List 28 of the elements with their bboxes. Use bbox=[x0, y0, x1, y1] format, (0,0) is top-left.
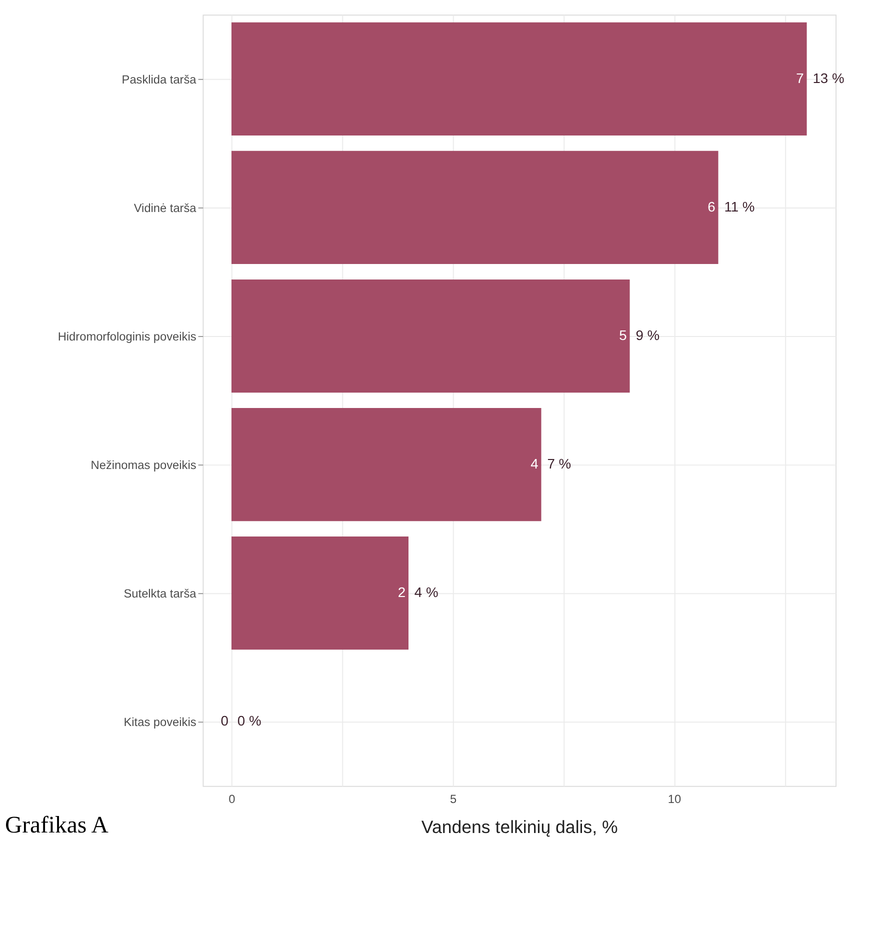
annotation: 0 bbox=[220, 712, 229, 729]
data-label: 11 % bbox=[724, 198, 755, 214]
text: Grafikas A bbox=[4, 812, 108, 838]
y-tick-label: Pasklida tarša bbox=[122, 72, 197, 86]
annotation: 7 bbox=[796, 70, 804, 86]
bar bbox=[231, 22, 807, 136]
data-label: 0 % bbox=[237, 712, 262, 729]
x-tick-label: 10 bbox=[668, 792, 682, 806]
bar bbox=[231, 279, 630, 393]
annotation: 4 bbox=[530, 456, 539, 472]
x-tick-label: 5 bbox=[450, 792, 457, 806]
annotation: 6 bbox=[708, 198, 716, 214]
bar bbox=[231, 408, 542, 522]
annotation: 5 bbox=[619, 326, 628, 343]
y-tick-label: Sutelkta tarša bbox=[124, 586, 197, 601]
annotation: 2 bbox=[398, 584, 406, 600]
y-tick-label: Vidinė tarša bbox=[134, 200, 197, 215]
data-label: 9 % bbox=[636, 326, 660, 343]
bar bbox=[231, 150, 718, 264]
y-tick-label: Kitas poveikis bbox=[124, 715, 196, 730]
y-tick-label: Nežinomas poveikis bbox=[90, 458, 196, 472]
data-label: 13 % bbox=[812, 70, 844, 86]
bar bbox=[231, 536, 408, 650]
data-label: 4 % bbox=[414, 584, 438, 600]
x-axis-title: Vandens telkinių dalis, % bbox=[421, 816, 618, 837]
data-label: 7 % bbox=[547, 456, 572, 472]
x-tick-label: 0 bbox=[228, 792, 236, 806]
y-tick-label: Hidromorfologinis poveikis bbox=[58, 329, 196, 344]
